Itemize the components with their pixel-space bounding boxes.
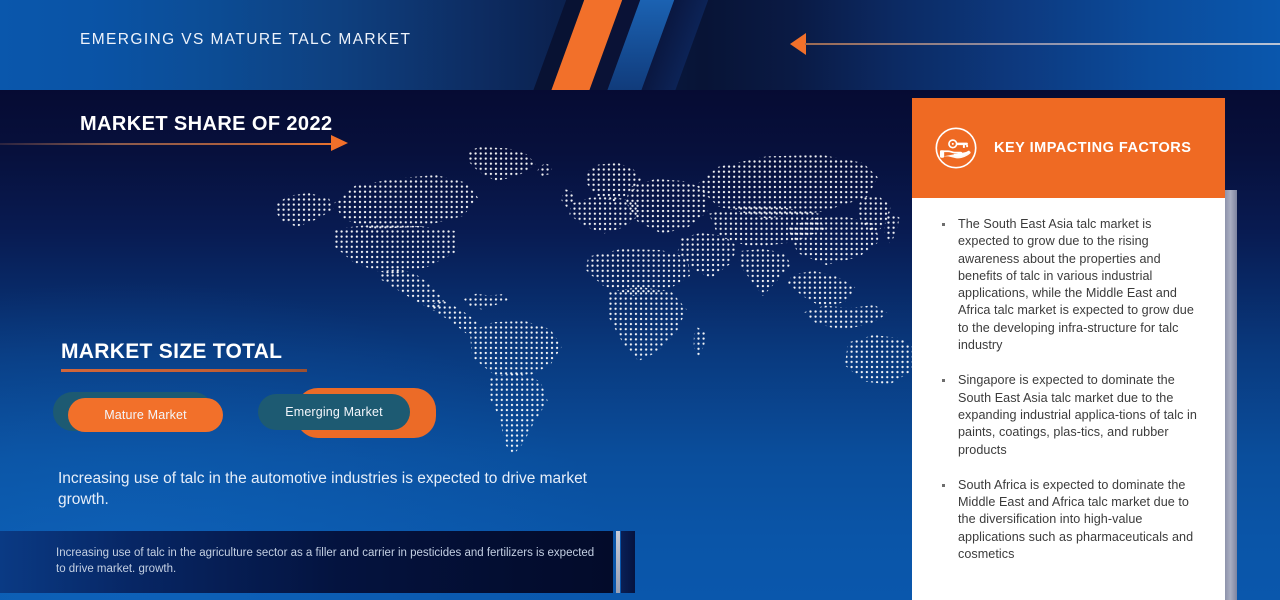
map-landmass-caribbean	[464, 293, 510, 310]
map-landmass-southeast-asia	[788, 271, 856, 308]
arrow-left-icon	[790, 33, 806, 55]
bullet-icon	[942, 223, 945, 226]
panel-body: The South East Asia talc market is expec…	[912, 198, 1225, 600]
footer-banner	[0, 531, 613, 593]
footer-accent-strip	[621, 531, 635, 593]
footer-note: Increasing use of talc in the agricultur…	[56, 547, 595, 575]
legend-chip-emerging-label: Emerging Market	[258, 394, 410, 430]
map-landmass-south-america-north	[469, 321, 562, 378]
legend-chip-mature-market[interactable]: Mature Market	[53, 392, 228, 437]
map-landmass-indonesia	[804, 305, 888, 331]
footer-accent-line	[616, 531, 620, 593]
map-landmass-sub-saharan-africa	[609, 287, 687, 361]
map-landmass-usa	[332, 225, 458, 275]
market-size-rule	[61, 369, 307, 372]
panel-side-shadow	[1225, 190, 1237, 600]
map-landmass-alaska	[273, 193, 334, 227]
legend-chip-mature-label: Mature Market	[68, 398, 223, 432]
header-arrow-line	[805, 43, 1280, 45]
dotted-world-map	[268, 145, 935, 455]
list-item: The South East Asia talc market is expec…	[934, 216, 1203, 354]
hand-holding-key-icon	[935, 127, 977, 169]
legend-chip-emerging-market[interactable]: Emerging Market	[258, 388, 436, 440]
arrow-right-icon	[331, 135, 348, 151]
list-item-text: The South East Asia talc market is expec…	[958, 217, 1194, 353]
panel-title: KEY IMPACTING FACTORS	[994, 140, 1192, 156]
header-arrow	[790, 33, 1280, 55]
main-paragraph: Increasing use of talc in the automotive…	[58, 470, 587, 508]
map-landmass-india	[738, 249, 791, 297]
bullet-icon	[942, 483, 945, 487]
market-share-rule	[0, 142, 332, 145]
list-item-text: Singapore is expected to dominate the So…	[958, 373, 1197, 457]
market-size-title: MARKET SIZE TOTAL	[61, 340, 283, 363]
map-landmass-iceland	[537, 163, 553, 177]
market-share-title: MARKET SHARE OF 2022	[80, 113, 333, 135]
key-factors-list: The South East Asia talc market is expec…	[934, 216, 1203, 563]
map-landmass-greenland	[466, 147, 536, 181]
map-landmass-eastern-europe	[626, 179, 708, 234]
header-band	[0, 0, 1280, 90]
panel-header: KEY IMPACTING FACTORS	[912, 98, 1225, 198]
list-item-text: South Africa is expected to dominate the…	[958, 477, 1194, 562]
map-landmass-north-canada	[334, 175, 478, 229]
list-item: Singapore is expected to dominate the So…	[934, 372, 1203, 458]
page-title: EMERGING VS MATURE TALC MARKET	[80, 31, 412, 48]
list-item: South Africa is expected to dominate the…	[934, 477, 1203, 563]
map-landmass-madagascar	[693, 327, 707, 357]
bullet-icon	[942, 379, 945, 383]
